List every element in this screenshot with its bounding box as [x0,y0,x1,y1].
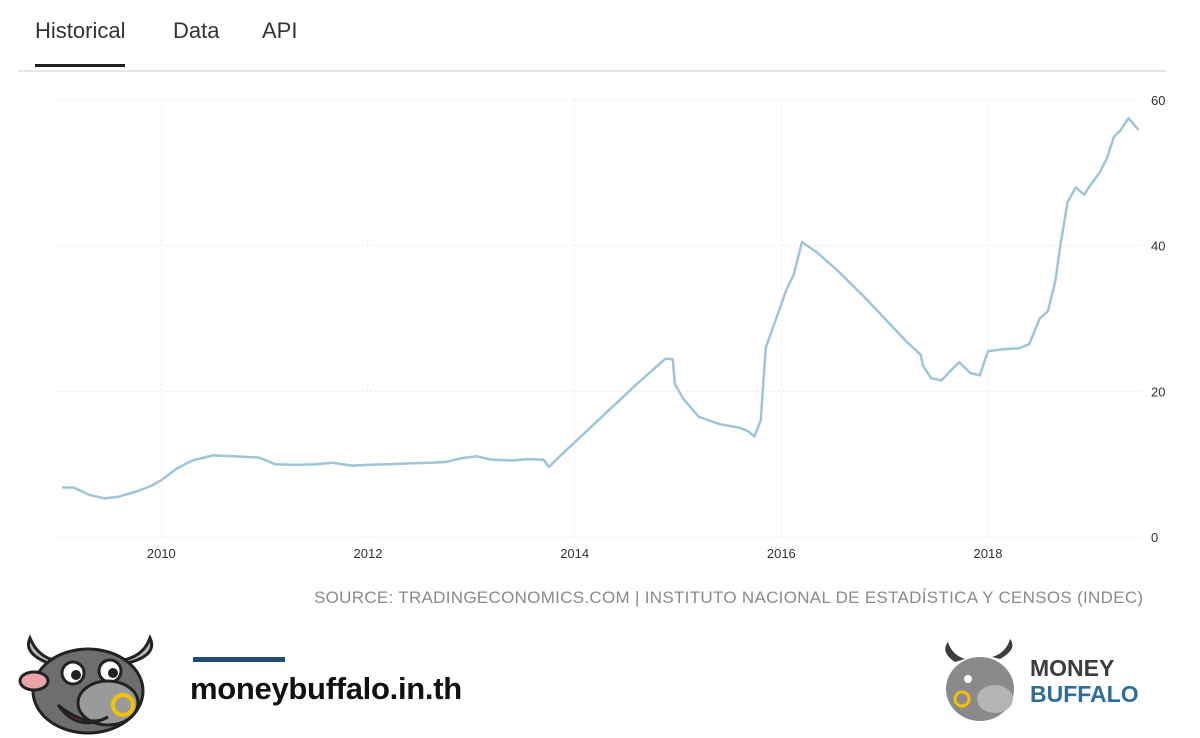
tab-bar: Historical Data API [18,0,1167,72]
site-url: moneybuffalo.in.th [190,671,462,706]
chart-container: 0 20 40 60 2010 2012 2014 2016 2018 [0,75,1200,620]
buffalo-mascot-icon [18,634,154,735]
y-tick-label: 20 [1151,384,1165,399]
y-tick-label: 0 [1151,530,1158,545]
series-line [61,116,1140,500]
footer: moneybuffalo.in.th MONEY BUFFALO [0,625,1200,738]
money-buffalo-logo-icon [945,639,1014,721]
tab-api[interactable]: API [262,18,298,43]
tab-data[interactable]: Data [173,18,220,43]
tab-historical[interactable]: Historical [35,18,126,67]
logo-text-buffalo: BUFFALO [1030,681,1139,707]
logo-text-money: MONEY [1030,655,1115,681]
x-tick-label: 2018 [974,546,1003,561]
x-tick-label: 2012 [354,546,383,561]
site-accent-bar [193,657,285,662]
line-chart: 0 20 40 60 2010 2012 2014 2016 2018 [58,93,1165,561]
source-text: SOURCE: TRADINGECONOMICS.COM | INSTITUTO… [314,588,1144,607]
x-tick-label: 2016 [767,546,796,561]
y-tick-label: 40 [1151,239,1165,254]
x-tick-label: 2010 [147,546,176,561]
x-tick-label: 2014 [560,546,589,561]
y-tick-label: 60 [1151,93,1165,108]
